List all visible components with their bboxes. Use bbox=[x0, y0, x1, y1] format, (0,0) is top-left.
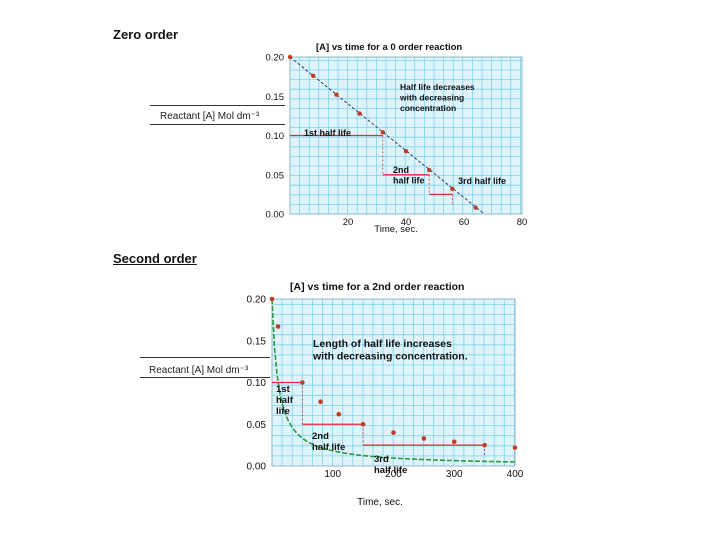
data-point bbox=[451, 439, 457, 445]
y-tick-label: 0.10 bbox=[247, 378, 267, 389]
x-tick-label: 80 bbox=[517, 217, 528, 228]
annotation-zero: concentration bbox=[400, 103, 456, 113]
x-tick-label: 300 bbox=[446, 469, 463, 480]
x-tick-label: 100 bbox=[324, 469, 341, 480]
y-tick-label: 0.15 bbox=[266, 92, 285, 103]
half-life-label: 2nd bbox=[393, 165, 409, 175]
data-point bbox=[287, 54, 293, 60]
y-tick-label: 0.10 bbox=[266, 131, 285, 142]
half-life-label: half bbox=[276, 395, 294, 406]
y-tick-label: 0.20 bbox=[247, 295, 267, 306]
y-tick-label: 0.00 bbox=[266, 210, 285, 221]
x-tick-label: 40 bbox=[401, 217, 412, 228]
second-order-heading: Second order bbox=[113, 251, 197, 266]
data-point bbox=[403, 149, 409, 154]
y-tick-label: 0.05 bbox=[247, 420, 267, 431]
divider-line bbox=[150, 124, 285, 125]
x-tick-label: 200 bbox=[385, 469, 402, 480]
data-point bbox=[318, 399, 323, 405]
zero-order-heading: Zero order bbox=[113, 27, 179, 42]
data-point bbox=[357, 111, 362, 116]
half-life-label: 2nd bbox=[312, 431, 329, 442]
divider-line bbox=[150, 105, 285, 106]
half-life-label: half life bbox=[393, 176, 425, 186]
data-point bbox=[473, 205, 478, 210]
data-point bbox=[427, 167, 432, 173]
x-tick-label: 20 bbox=[343, 217, 354, 228]
divider-line bbox=[140, 357, 270, 358]
annotation-second: with decreasing concentration. bbox=[312, 351, 468, 363]
half-life-label: life bbox=[276, 406, 290, 417]
x-axis-label-second: Time, sec. bbox=[357, 497, 403, 508]
y-axis-label-second: Reactant [A] Mol dm⁻³ bbox=[147, 365, 251, 376]
annotation-second: Length of half life increases bbox=[313, 338, 452, 350]
y-tick-label: 0.05 bbox=[266, 170, 285, 181]
trend-line bbox=[289, 56, 485, 215]
half-life-label: 1st half life bbox=[304, 128, 351, 138]
data-point bbox=[300, 380, 305, 385]
data-point bbox=[450, 186, 455, 192]
data-point bbox=[482, 442, 487, 448]
data-point bbox=[391, 430, 396, 435]
data-point bbox=[336, 411, 342, 417]
chart-title-zero: [A] vs time for a 0 order reaction bbox=[316, 42, 462, 53]
annotation-zero: with decreasing bbox=[399, 93, 464, 103]
half-life-label: 3rd bbox=[374, 454, 389, 465]
x-tick-label: 400 bbox=[507, 469, 524, 480]
divider-line bbox=[140, 377, 270, 378]
half-life-label: 1st bbox=[276, 384, 291, 395]
annotation-zero: Half life decreases bbox=[400, 82, 475, 92]
data-point bbox=[380, 130, 385, 135]
data-point bbox=[311, 73, 316, 79]
y-tick-label: 0.20 bbox=[266, 53, 285, 64]
y-tick-label: 0.00 bbox=[247, 462, 267, 473]
y-tick-label: 0.15 bbox=[247, 336, 267, 347]
data-point bbox=[421, 436, 427, 441]
x-axis-label-zero: Time, sec. bbox=[374, 224, 417, 235]
x-tick-label: 60 bbox=[459, 217, 470, 228]
chart-title-second: [A] vs time for a 2nd order reaction bbox=[290, 281, 464, 293]
half-life-label: 3rd half life bbox=[458, 176, 506, 186]
data-point bbox=[512, 445, 518, 450]
half-life-label: half life bbox=[374, 465, 407, 476]
decay-curve bbox=[271, 298, 515, 463]
data-point bbox=[269, 296, 275, 302]
data-point bbox=[334, 92, 339, 97]
y-axis-label-zero: Reactant [A] Mol dm⁻³ bbox=[158, 111, 262, 122]
data-point bbox=[275, 324, 281, 329]
half-life-label: half life bbox=[312, 442, 345, 453]
data-point bbox=[360, 421, 366, 427]
